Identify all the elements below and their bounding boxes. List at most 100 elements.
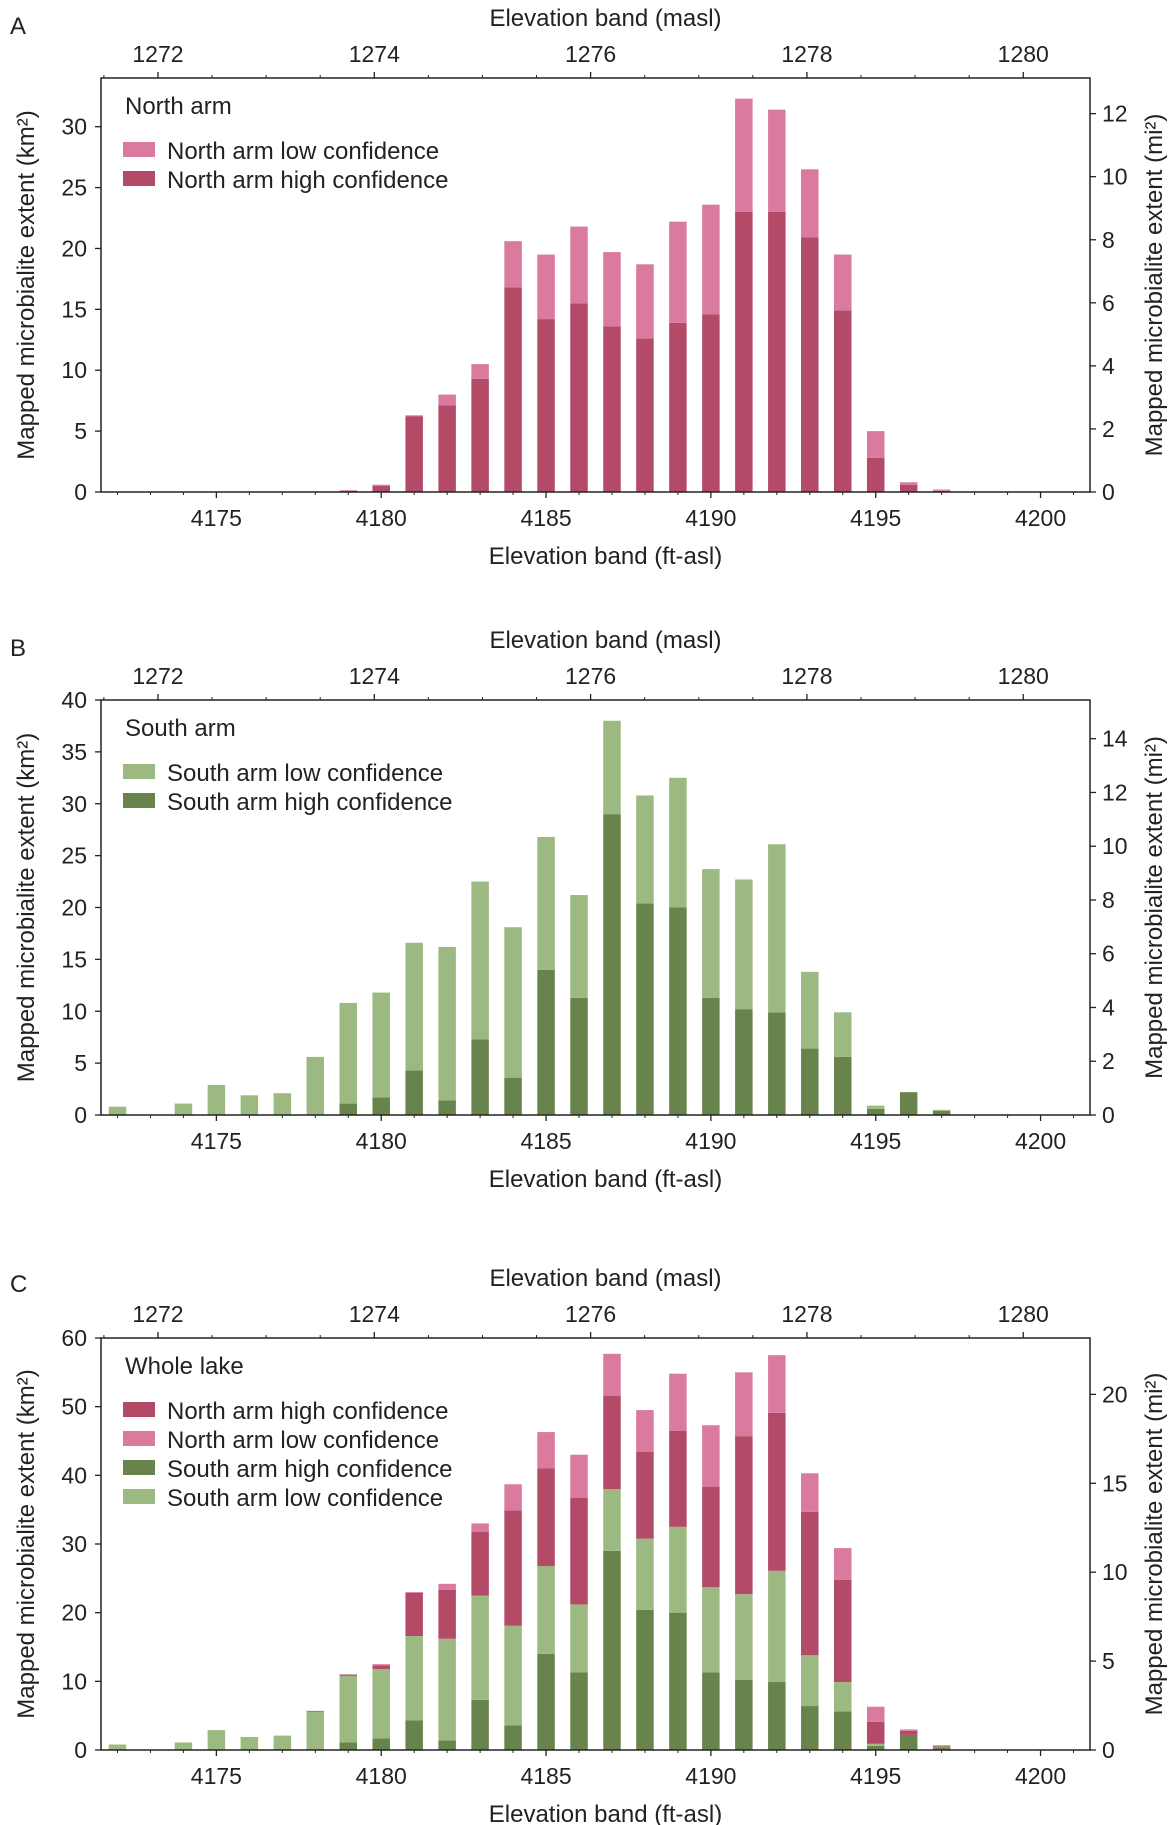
bar-south-arm-high-confidence-4197 [932,1747,951,1750]
right-tick-label: 12 [1102,101,1128,127]
bar-north-arm-low-confidence-4188 [636,264,654,339]
left-axis-label: Mapped microbialite extent (km²) [13,110,40,459]
left-tick-label: 30 [61,1531,87,1557]
bar-south-arm-high-confidence-4180 [372,1738,390,1750]
bar-south-arm-high-confidence-4196 [899,1734,918,1750]
top-axis-label: Elevation band (masl) [489,627,721,654]
right-tick-label: 15 [1102,1470,1128,1496]
bar-south-arm-high-confidence-4190 [702,1672,720,1750]
left-axis: 0 5 10 15 20 25 30 Mapped microbialite extent (… [13,110,101,505]
bar-north-arm-high-confidence-4195 [866,1721,885,1744]
bar-south-arm-high-confidence-4195 [866,1108,885,1115]
right-axis-label: Mapped microbialite extent (mi²) [1141,736,1168,1079]
panel-letter: A [10,13,26,40]
bottom-tick-label: 4175 [191,505,242,531]
left-tick-label: 20 [61,1600,87,1626]
bottom-tick-label: 4185 [520,1128,571,1154]
plot-frame [100,77,1091,493]
left-axis: 0 5 10 15 20 25 30 35 40 Mapped microbialite exte… [13,687,101,1128]
bar-south-arm-high-confidence-4188 [636,1609,654,1750]
bottom-tick-label: 4190 [685,1128,736,1154]
bar-north-arm-low-confidence-4193 [801,1473,819,1512]
left-tick-label: 50 [61,1394,87,1420]
bar-north-arm-low-confidence-4187 [603,1353,621,1396]
bar-south-arm-high-confidence-4197 [932,1110,951,1115]
bar-north-arm-low-confidence-4194 [834,254,852,311]
left-axis: 0 10 20 30 40 50 60 Mapped microbialite extent … [13,1325,101,1763]
bars [108,1353,951,1750]
bar-north-arm-high-confidence-4194 [834,1579,852,1683]
bottom-axis: 4175 4180 4185 4190 4195 4200 Elevation band (… [116,1750,1075,1825]
bar-north-arm-high-confidence-4189 [669,1430,687,1527]
bar-south-arm-low-confidence-4191 [735,1594,753,1680]
bottom-tick-label: 4190 [685,505,736,531]
bar-south-arm-low-confidence-4188 [636,1538,654,1610]
bar-north-arm-low-confidence-4186 [570,1454,588,1498]
right-tick-label: 6 [1102,941,1115,967]
bar-north-arm-low-confidence-4187 [603,252,621,327]
bar-north-arm-high-confidence-4187 [603,1395,621,1490]
bar-north-arm-low-confidence-4179 [339,490,357,491]
bar-north-arm-low-confidence-4184 [504,241,522,288]
bar-south-arm-low-confidence-4193 [801,971,819,1049]
bar-south-arm-low-confidence-4180 [372,992,390,1098]
bar-south-arm-low-confidence-4178 [306,1056,325,1115]
bar-south-arm-low-confidence-4172 [108,1106,127,1115]
right-tick-label: 6 [1102,290,1115,316]
top-axis-label: Elevation band (masl) [489,1265,721,1292]
bar-south-arm-low-confidence-4175 [207,1084,226,1115]
bar-south-arm-high-confidence-4194 [834,1711,852,1750]
bar-north-arm-high-confidence-4191 [735,1436,753,1595]
bar-south-arm-high-confidence-4187 [603,1550,621,1750]
bar-north-arm-high-confidence-4190 [702,1487,720,1588]
bottom-tick-label: 4185 [520,505,571,531]
bar-north-arm-low-confidence-4192 [768,109,786,212]
right-tick-label: 12 [1102,779,1128,805]
bottom-tick-label: 4180 [356,1128,407,1154]
bar-south-arm-low-confidence-4189 [669,1526,687,1613]
left-tick-label: 0 [74,1737,87,1763]
bottom-tick-label: 4185 [520,1763,571,1789]
bar-south-arm-low-confidence-4185 [537,836,555,970]
bottom-axis-label: Elevation band (ft-asl) [489,543,722,570]
bar-north-arm-high-confidence-4193 [801,237,819,492]
bar-south-arm-high-confidence-4183 [471,1039,489,1115]
bar-north-arm-low-confidence-4181 [405,1592,423,1593]
left-axis-label: Mapped microbialite extent (km²) [13,1369,40,1718]
right-tick-label: 0 [1102,479,1115,505]
panel-letter: B [10,635,26,662]
top-axis: 1272 1274 1276 1278 1280 Elevation band (masl… [103,5,1049,78]
bar-south-arm-high-confidence-4192 [768,1012,786,1115]
top-tick-label: 1278 [781,663,832,689]
right-tick-label: 20 [1102,1381,1128,1407]
bar-south-arm-high-confidence-4187 [603,814,621,1116]
top-tick-label: 1272 [132,41,183,67]
bar-north-arm-high-confidence-4186 [570,303,588,492]
bar-north-arm-high-confidence-4190 [702,314,720,492]
legend-swatch [123,764,155,779]
bar-south-arm-low-confidence-4174 [174,1742,193,1750]
top-tick-label: 1272 [132,663,183,689]
bar-north-arm-high-confidence-4185 [537,1468,555,1566]
left-tick-label: 15 [61,946,87,972]
legend-label: North arm low confidence [167,138,439,165]
bottom-tick-label: 4200 [1015,505,1066,531]
right-tick-label: 0 [1102,1737,1115,1763]
bar-south-arm-high-confidence-4191 [735,1009,753,1115]
left-tick-label: 0 [74,1102,87,1128]
legend-label: South arm low confidence [167,1485,443,1512]
bar-south-arm-low-confidence-4175 [207,1730,226,1750]
bar-south-arm-low-confidence-4186 [570,895,588,998]
bar-north-arm-low-confidence-4185 [537,254,555,320]
bar-north-arm-high-confidence-4196 [899,484,918,492]
bar-north-arm-low-confidence-4197 [932,489,951,491]
bar-south-arm-low-confidence-4187 [603,720,621,815]
bar-north-arm-high-confidence-4181 [405,416,423,492]
bar-south-arm-low-confidence-4194 [834,1682,852,1712]
bar-south-arm-low-confidence-4177 [273,1735,292,1750]
left-tick-label: 35 [61,739,87,765]
right-tick-label: 14 [1102,726,1128,752]
